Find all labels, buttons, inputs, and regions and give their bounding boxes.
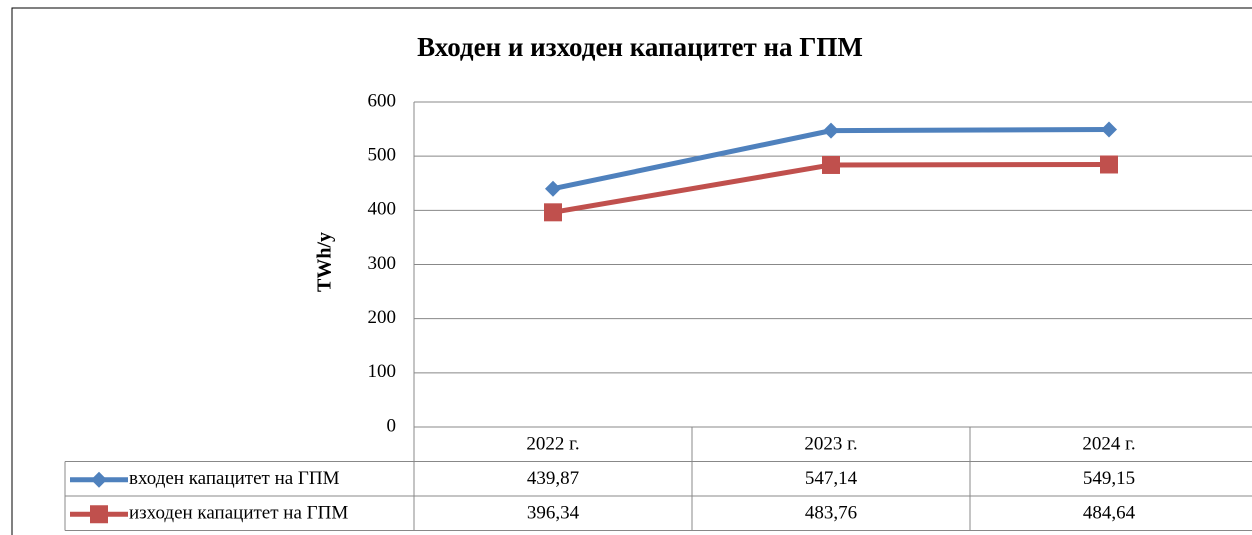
y-tick-label: 300 xyxy=(368,253,397,274)
y-axis-label: TWh/y xyxy=(314,232,336,292)
y-tick-label: 0 xyxy=(387,415,397,436)
marker xyxy=(544,203,562,222)
legend-key-marker xyxy=(91,471,107,488)
chart-title: Входен и изходен капацитет на ГПМ xyxy=(417,32,863,62)
y-tick-label: 600 xyxy=(368,90,397,111)
table-value: 483,76 xyxy=(805,503,857,524)
x-tick-label: 2024 г. xyxy=(1082,434,1135,455)
x-tick-label: 2023 г. xyxy=(804,434,857,455)
legend-key-marker xyxy=(90,505,108,524)
x-tick-label: 2022 г. xyxy=(526,434,579,455)
marker xyxy=(545,180,561,197)
y-tick-label: 100 xyxy=(368,361,397,382)
table-value: 484,64 xyxy=(1083,503,1136,524)
marker xyxy=(823,122,839,139)
marker xyxy=(822,155,840,174)
table-value: 439,87 xyxy=(527,468,579,489)
table-value: 396,34 xyxy=(527,503,580,524)
y-tick-label: 400 xyxy=(368,199,397,220)
table-value: 547,14 xyxy=(805,468,858,489)
y-tick-label: 200 xyxy=(368,307,397,328)
legend-label: входен капацитет на ГПМ xyxy=(129,468,340,489)
legend-label: изходен капацитет на ГПМ xyxy=(129,503,348,524)
marker xyxy=(1100,155,1118,174)
chart-frame xyxy=(11,7,1252,535)
y-tick-label: 500 xyxy=(368,145,397,166)
table-value: 549,15 xyxy=(1083,468,1135,489)
marker xyxy=(1101,121,1117,138)
